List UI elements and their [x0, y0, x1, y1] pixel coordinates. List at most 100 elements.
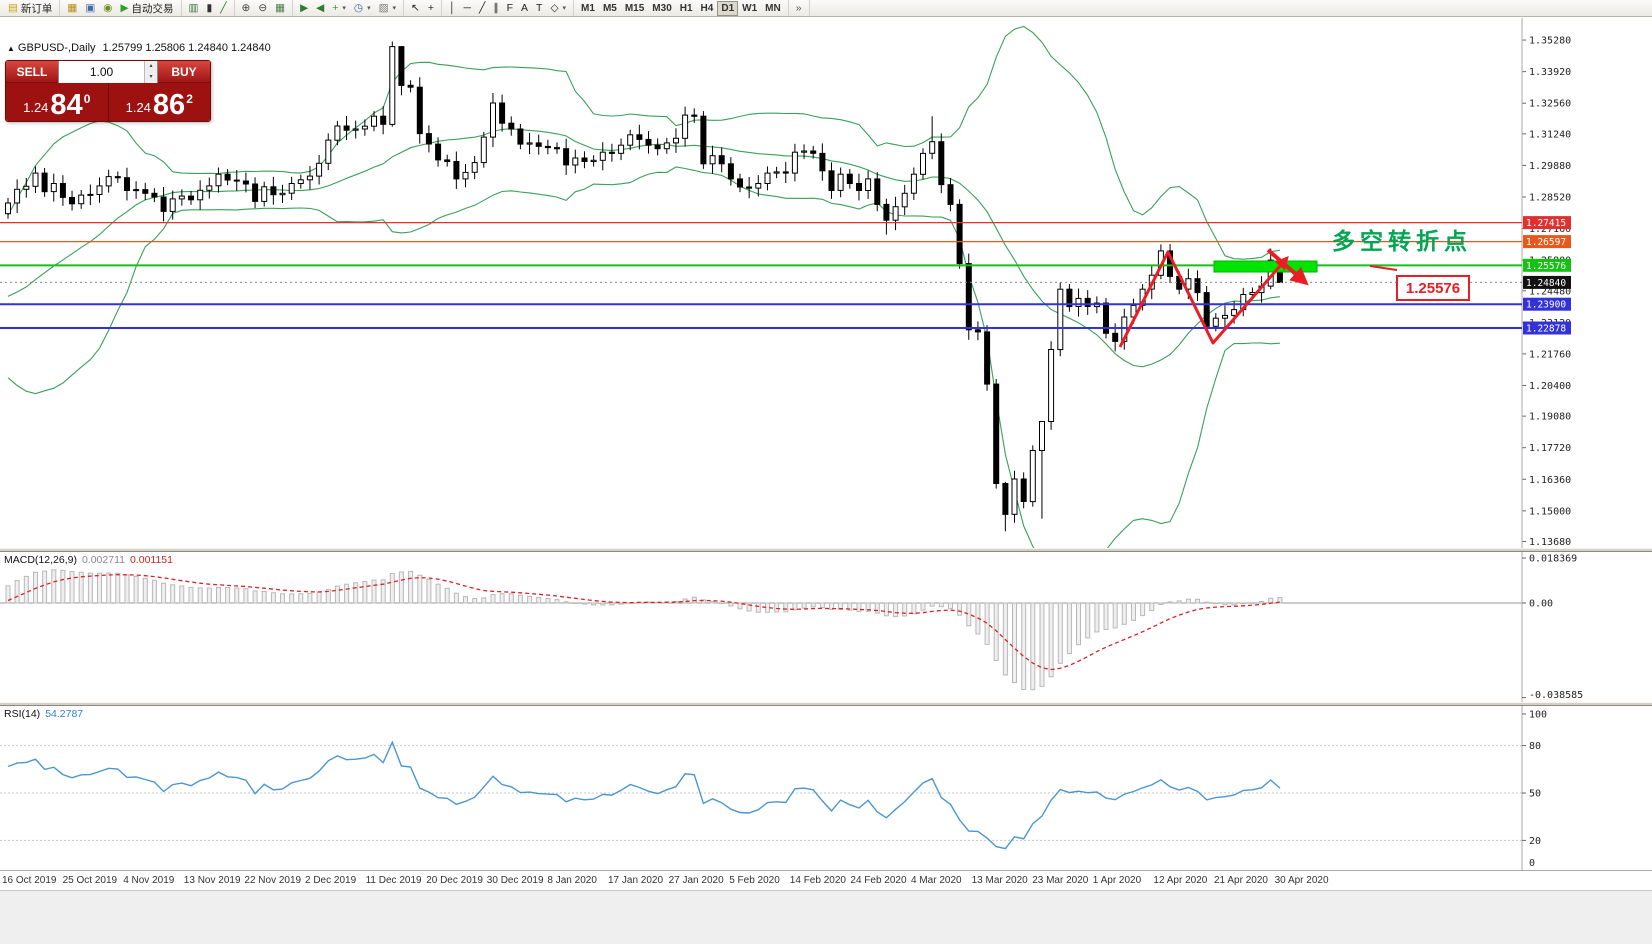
zoom-in-button-icon: ⊕ — [241, 1, 251, 14]
periods-button[interactable]: ◷ ▾ — [350, 1, 375, 16]
indicators-button-caret-icon: ▾ — [342, 5, 346, 12]
date-label: 4 Nov 2019 — [123, 875, 175, 886]
crosshair-button-icon: + — [427, 1, 434, 14]
navigator-button[interactable]: ◉ — [99, 1, 116, 16]
fibonacci-button[interactable]: F — [503, 1, 517, 16]
buy-price-big: 86 — [152, 88, 186, 121]
svg-text:1.26597: 1.26597 — [1526, 237, 1566, 248]
market-watch-button[interactable]: ▦ — [63, 1, 81, 16]
auto-scroll-button[interactable]: ▶ — [296, 1, 312, 16]
new-order-button-icon: ▤ — [8, 1, 18, 14]
volume-down-icon[interactable]: ▾ — [145, 72, 157, 83]
bar-chart-button-icon: ▥ — [188, 1, 199, 14]
svg-text:0.018369: 0.018369 — [1529, 554, 1577, 565]
toolbar-overflow-button-icon: » — [795, 1, 802, 14]
new-order-button[interactable]: ▤ 新订单 — [4, 1, 56, 16]
svg-text:1.32560: 1.32560 — [1529, 99, 1571, 110]
svg-text:80: 80 — [1529, 741, 1541, 752]
date-label: 30 Apr 2020 — [1274, 875, 1329, 886]
timeframe-h1[interactable]: H1 — [676, 1, 697, 16]
timeframe-m15[interactable]: M15 — [621, 1, 648, 16]
main-chart-panel[interactable]: 1.35280 1.33920 1.32560 1.31240 1.29880 1.285… — [0, 18, 1652, 548]
turning-point-label: 多空转折点 — [1332, 228, 1472, 254]
svg-text:1.31240: 1.31240 — [1529, 129, 1571, 140]
date-axis[interactable]: 16 Oct 2019 25 Oct 2019 4 Nov 2019 13 Nov 2… — [0, 870, 1652, 891]
date-label: 1 Apr 2020 — [1092, 875, 1142, 886]
volume-up-icon[interactable]: ▴ — [145, 61, 157, 72]
macd-canvas[interactable]: 0.018369 0.00 -0.038585 — [0, 552, 1652, 702]
sell-price[interactable]: 1.24 84 0 — [6, 83, 109, 121]
shapes-button[interactable]: ◇ ▾ — [546, 1, 570, 16]
chart-shift-button[interactable]: ◀ — [312, 1, 328, 16]
timeframe-m1[interactable]: M1 — [577, 1, 599, 16]
trendline-button[interactable]: ╱ — [475, 1, 489, 16]
svg-text:1.17720: 1.17720 — [1529, 443, 1571, 454]
templates-button[interactable]: ▨ ▾ — [375, 1, 400, 16]
timeframe-m30[interactable]: M30 — [648, 1, 675, 16]
label-button[interactable]: T — [532, 1, 546, 16]
crosshair-button[interactable]: + — [424, 1, 438, 16]
cursor-button[interactable]: ↖ — [407, 1, 424, 16]
timeframe-w1[interactable]: W1 — [738, 1, 761, 16]
toolbar-group-timeframes: M1 M5 M15 M30 H1 H4 D1 W1 MN — [574, 0, 789, 16]
vertical-line-button-icon: │ — [448, 1, 456, 14]
timeframe-m5[interactable]: M5 — [599, 1, 621, 16]
price-chart-canvas[interactable]: 1.35280 1.33920 1.32560 1.31240 1.29880 1.285… — [0, 18, 1652, 548]
bar-chart-button[interactable]: ▥ — [185, 1, 203, 16]
date-label: 14 Feb 2020 — [789, 875, 846, 886]
channel-button[interactable]: ∥ — [489, 1, 502, 16]
periods-button-caret-icon: ▾ — [367, 5, 371, 12]
candlestick-button[interactable]: ▮ — [202, 1, 216, 16]
macd-signal-value: 0.001151 — [129, 554, 173, 566]
symbol-title: GBPUSD-,Daily — [17, 42, 96, 54]
date-label: 8 Jan 2020 — [547, 875, 597, 886]
toolbar-overflow-button[interactable]: » — [792, 1, 806, 16]
zoom-in-button[interactable]: ⊕ — [238, 1, 255, 16]
text-button[interactable]: A — [517, 1, 532, 16]
panel-toggle-icon[interactable]: ▲ — [7, 44, 15, 53]
svg-text:1.25576: 1.25576 — [1526, 261, 1566, 272]
sell-button[interactable]: SELL — [6, 61, 58, 83]
buy-price[interactable]: 1.24 86 2 — [109, 83, 211, 121]
svg-text:-0.038585: -0.038585 — [1529, 690, 1583, 701]
data-window-button[interactable]: ▣ — [81, 1, 99, 16]
timeframe-mn[interactable]: MN — [761, 1, 785, 16]
date-label: 24 Feb 2020 — [850, 875, 907, 886]
rsi-canvas[interactable]: 100 80 50 20 0 — [0, 706, 1652, 870]
macd-main-value: 0.002711 — [81, 554, 125, 566]
timeframe-h4[interactable]: H4 — [697, 1, 718, 16]
date-label: 21 Apr 2020 — [1214, 875, 1268, 886]
timeframe-d1[interactable]: D1 — [717, 0, 739, 16]
date-label: 27 Jan 2020 — [668, 875, 724, 886]
buy-button[interactable]: BUY — [158, 61, 210, 83]
volume-value[interactable]: 1.00 — [89, 65, 114, 79]
zoom-out-button[interactable]: ⊖ — [254, 1, 271, 16]
rsi-panel[interactable]: 100 80 50 20 0 RSI(14) 54.2787 — [0, 706, 1652, 870]
indicators-button[interactable]: + ▾ — [328, 1, 350, 16]
macd-panel[interactable]: 0.018369 0.00 -0.038585 MACD(12,26,9) 0.002… — [0, 552, 1652, 702]
timeframe-w1-label: W1 — [742, 2, 758, 14]
navigator-button-icon: ◉ — [103, 1, 113, 14]
trendline-button-icon: ╱ — [479, 1, 486, 14]
svg-text:1.22878: 1.22878 — [1526, 324, 1566, 335]
svg-text:1.23900: 1.23900 — [1526, 300, 1566, 311]
shapes-button-icon: ◇ — [550, 1, 559, 14]
svg-text:1.28520: 1.28520 — [1529, 192, 1571, 203]
panel-separator[interactable] — [0, 548, 1652, 552]
toolbar-group-chart-mode: ▥ ▮ ╱ — [182, 0, 235, 16]
panel-separator[interactable] — [0, 702, 1652, 706]
autotrading-button[interactable]: ▶ 自动交易 — [116, 1, 177, 16]
vertical-line-button[interactable]: │ — [445, 1, 460, 16]
macd-label: MACD(12,26,9) 0.002711 0.001151 — [4, 554, 173, 566]
line-chart-button[interactable]: ╱ — [216, 1, 230, 16]
svg-text:1.27415: 1.27415 — [1526, 218, 1566, 229]
volume-stepper[interactable]: 1.00 ▴ ▾ — [58, 61, 158, 83]
tile-windows-button[interactable]: ▦ — [271, 1, 289, 16]
timeframe-h4-label: H4 — [700, 2, 714, 14]
indicators-button-icon: + — [332, 1, 339, 14]
horizontal-line-button[interactable]: ─ — [460, 1, 475, 16]
horizontal-line-button-icon: ─ — [463, 1, 471, 14]
tile-windows-button-icon: ▦ — [275, 1, 286, 14]
rsi-label: RSI(14) 54.2787 — [4, 708, 83, 720]
